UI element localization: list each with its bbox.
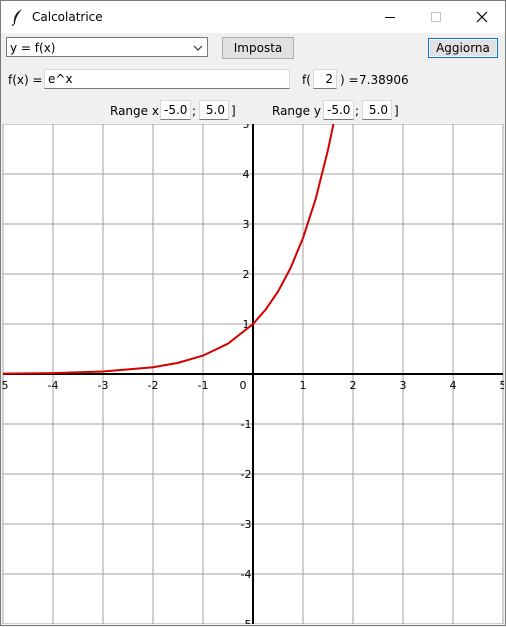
function-input[interactable]: [44, 69, 290, 89]
y-tick-label: 1: [243, 318, 250, 331]
chevron-down-icon: [193, 45, 203, 51]
x-tick-label: 3: [400, 379, 407, 392]
x-tick-label: -3: [98, 379, 109, 392]
eval-arg-input[interactable]: [313, 69, 337, 89]
plot-canvas[interactable]: -5 -4 -3 -2 -1 0 1 2 3 4 5 -5 -4 -3 -2 -1 1 2 3 4 5: [0, 118, 506, 627]
y-tick-label: -4: [241, 568, 252, 581]
title-bar[interactable]: Calcolatrice: [1, 1, 505, 33]
x-tick-label: 2: [350, 379, 357, 392]
x-tick-label: -4: [48, 379, 59, 392]
y-tick-label: 3: [243, 218, 250, 231]
range-x-label: Range x [: [110, 104, 168, 118]
y-tick-label: -2: [241, 468, 252, 481]
mode-select[interactable]: y = f(x): [6, 37, 208, 57]
eval-result: 7.38906: [359, 73, 409, 87]
refresh-button[interactable]: Aggiorna: [428, 38, 498, 58]
range-y-close: ]: [394, 104, 399, 118]
x-tick-label: 0: [240, 379, 247, 392]
y-tick-label: 4: [243, 168, 250, 181]
minimize-button[interactable]: [367, 1, 413, 33]
range-y-label: Range y [: [272, 104, 330, 118]
y-tick-label: -1: [241, 418, 252, 431]
y-tick-label: -3: [241, 518, 252, 531]
eval-suffix-label: ) =: [340, 73, 359, 87]
range-x-separator: ;: [192, 104, 197, 118]
x-tick-label: 4: [450, 379, 457, 392]
y-tick-label: 5: [243, 124, 250, 131]
window-title: Calcolatrice: [32, 10, 103, 24]
x-tick-label: -5: [2, 379, 8, 392]
close-icon: [476, 11, 488, 23]
mode-select-value: y = f(x): [10, 41, 56, 55]
minimize-icon: [385, 17, 395, 18]
range-x-close: ]: [231, 104, 236, 118]
range-y-min-input[interactable]: [323, 100, 354, 120]
maximize-icon: [431, 12, 441, 22]
function-label: f(x) =: [8, 73, 43, 87]
function-curve: [2, 123, 335, 375]
function-graph: -5 -4 -3 -2 -1 0 1 2 3 4 5 -5 -4 -3 -2 -1 1 2 3 4 5: [0, 118, 506, 627]
x-tick-label: -1: [198, 379, 209, 392]
x-tick-label: -2: [148, 379, 159, 392]
y-tick-label: 2: [243, 268, 250, 281]
close-button[interactable]: [459, 1, 505, 33]
maximize-button[interactable]: [413, 1, 459, 33]
range-x-min-input[interactable]: [160, 100, 191, 120]
eval-prefix-label: f(: [302, 73, 311, 87]
x-tick-label: 1: [300, 379, 307, 392]
set-button[interactable]: Imposta: [222, 37, 294, 59]
range-x-max-input[interactable]: [199, 100, 229, 120]
range-y-separator: ;: [355, 104, 360, 118]
x-tick-label: 5: [500, 379, 505, 392]
feather-icon: [11, 9, 22, 26]
y-tick-label: -5: [241, 618, 252, 624]
range-y-max-input[interactable]: [362, 100, 392, 120]
